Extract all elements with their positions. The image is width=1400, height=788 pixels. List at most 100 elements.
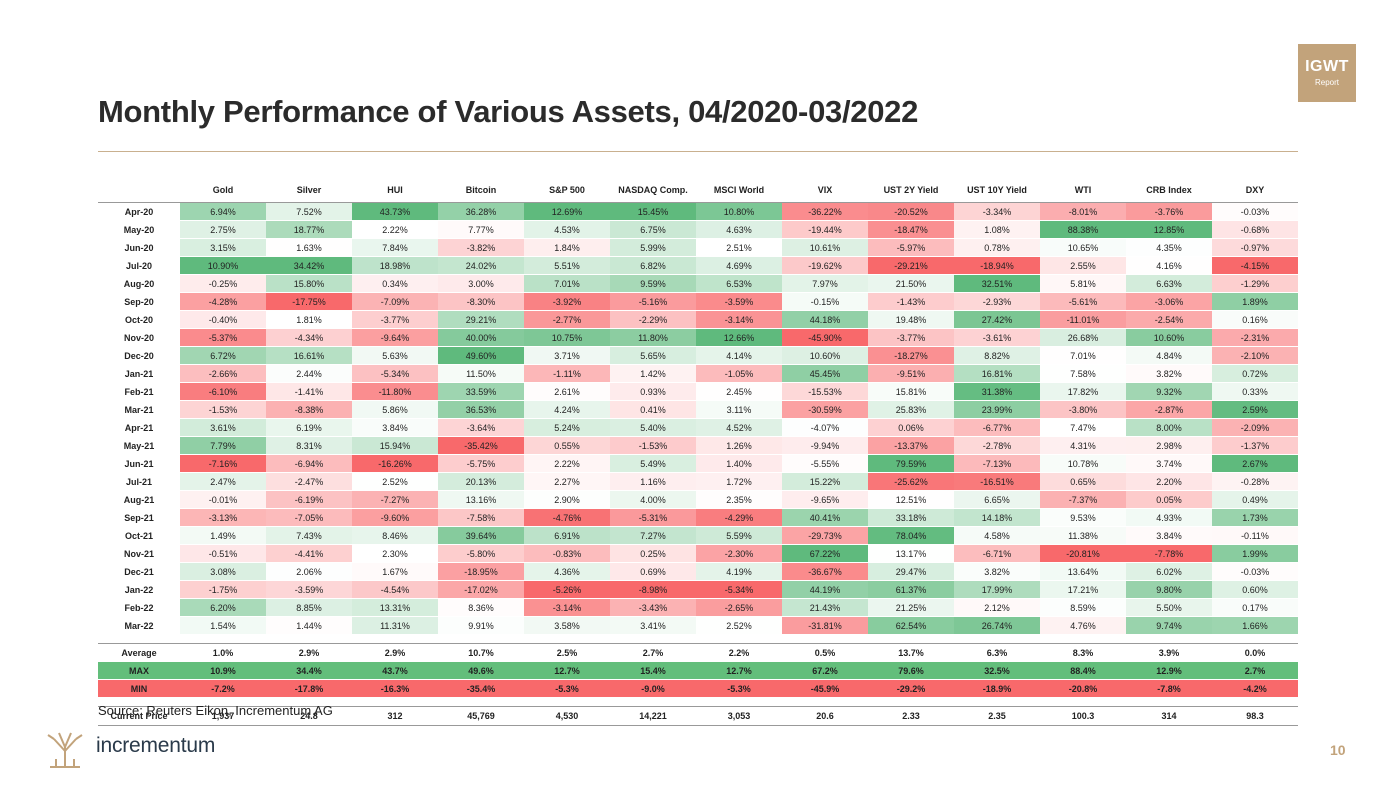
- table-cell: 10.65%: [1040, 238, 1126, 257]
- performance-table: Gold Silver HUI Bitcoin S&P 500 NASDAQ Comp. M…: [98, 178, 1298, 726]
- table-cell: -5.55%: [782, 454, 868, 473]
- spacer-cell: [352, 697, 438, 707]
- row-label: Oct-20: [98, 310, 180, 329]
- column-header: Gold: [180, 178, 266, 203]
- table-cell: 88.38%: [1040, 220, 1126, 239]
- table-cell: 2.30%: [352, 544, 438, 563]
- row-label: Jul-20: [98, 256, 180, 275]
- table-cell: -3.77%: [868, 328, 954, 347]
- table-cell: -5.31%: [610, 508, 696, 527]
- table-cell: -29.73%: [782, 526, 868, 545]
- table-cell: 7.52%: [266, 202, 352, 221]
- table-cell: 25.83%: [868, 400, 954, 419]
- current-price-cell: 2.35: [954, 706, 1040, 726]
- stat-cell: 15.4%: [610, 661, 696, 680]
- spacer-cell: [1040, 697, 1126, 707]
- table-cell: -1.41%: [266, 382, 352, 401]
- spacer-cell: [868, 634, 954, 644]
- table-cell: -0.97%: [1212, 238, 1298, 257]
- table-cell: 1.73%: [1212, 508, 1298, 527]
- table-cell: -8.98%: [610, 580, 696, 599]
- stat-cell: 3.9%: [1126, 643, 1212, 662]
- table-cell: -3.77%: [352, 310, 438, 329]
- table-cell: 67.22%: [782, 544, 868, 563]
- table-cell: -2.93%: [954, 292, 1040, 311]
- table-cell: -20.81%: [1040, 544, 1126, 563]
- table-cell: -16.26%: [352, 454, 438, 473]
- table-cell: -19.44%: [782, 220, 868, 239]
- table-cell: -4.54%: [352, 580, 438, 599]
- stat-cell: -7.2%: [180, 679, 266, 698]
- table-cell: -1.53%: [180, 400, 266, 419]
- column-header: VIX: [782, 178, 868, 203]
- table-cell: 0.33%: [1212, 382, 1298, 401]
- table-cell: 17.21%: [1040, 580, 1126, 599]
- spacer-cell: [954, 697, 1040, 707]
- table-cell: 1.63%: [266, 238, 352, 257]
- table-cell: -5.34%: [696, 580, 782, 599]
- table-cell: 4.31%: [1040, 436, 1126, 455]
- stat-cell: -17.8%: [266, 679, 352, 698]
- table-row: Jun-20 3.15% 1.63% 7.84% -3.82% 1.84% 5.99% 2.5…: [98, 238, 1298, 257]
- table-cell: 4.69%: [696, 256, 782, 275]
- table-cell: 34.42%: [266, 256, 352, 275]
- table-cell: 1.40%: [696, 454, 782, 473]
- table-cell: 16.81%: [954, 364, 1040, 383]
- table-cell: 17.82%: [1040, 382, 1126, 401]
- stat-cell: 10.7%: [438, 643, 524, 662]
- table-cell: -6.77%: [954, 418, 1040, 437]
- table-cell: 12.51%: [868, 490, 954, 509]
- row-label: Dec-21: [98, 562, 180, 581]
- table-cell: 4.84%: [1126, 346, 1212, 365]
- spacer-cell: [1212, 697, 1298, 707]
- table-cell: -4.07%: [782, 418, 868, 437]
- table-cell: 1.49%: [180, 526, 266, 545]
- stat-cell: -16.3%: [352, 679, 438, 698]
- table-cell: -8.38%: [266, 400, 352, 419]
- source-note: Source: Reuters Eikon, Incrementum AG: [98, 703, 333, 718]
- table-cell: 7.97%: [782, 274, 868, 293]
- table-row: Aug-20 -0.25% 15.80% 0.34% 3.00% 7.01% 9.59% 6.…: [98, 274, 1298, 293]
- table-cell: 24.02%: [438, 256, 524, 275]
- table-cell: 4.76%: [1040, 616, 1126, 635]
- table-cell: -5.37%: [180, 328, 266, 347]
- table-cell: -2.66%: [180, 364, 266, 383]
- table-cell: 2.22%: [352, 220, 438, 239]
- table-cell: -2.09%: [1212, 418, 1298, 437]
- table-cell: -5.75%: [438, 454, 524, 473]
- table-cell: 3.61%: [180, 418, 266, 437]
- table-cell: 5.40%: [610, 418, 696, 437]
- table-row: Dec-21 3.08% 2.06% 1.67% -18.95% 4.36% 0.69% 4.…: [98, 562, 1298, 581]
- stat-cell: 2.7%: [1212, 661, 1298, 680]
- current-price-cell: 3,053: [696, 706, 782, 726]
- table-cell: 8.46%: [352, 526, 438, 545]
- table-cell: 49.60%: [438, 346, 524, 365]
- table-cell: -18.47%: [868, 220, 954, 239]
- table-cell: -11.01%: [1040, 310, 1126, 329]
- table-cell: -4.28%: [180, 292, 266, 311]
- stat-cell: 13.7%: [868, 643, 954, 662]
- stat-label: Average: [98, 643, 180, 662]
- table-cell: 3.41%: [610, 616, 696, 635]
- table-cell: -20.52%: [868, 202, 954, 221]
- table-cell: 3.11%: [696, 400, 782, 419]
- table-cell: -3.92%: [524, 292, 610, 311]
- table-cell: 0.93%: [610, 382, 696, 401]
- table-cell: -15.53%: [782, 382, 868, 401]
- current-price-cell: 312: [352, 706, 438, 726]
- table-cell: 21.25%: [868, 598, 954, 617]
- incrementum-logo-text: incrementum: [96, 734, 216, 757]
- table-cell: 3.00%: [438, 274, 524, 293]
- stat-cell: 88.4%: [1040, 661, 1126, 680]
- table-cell: -3.14%: [524, 598, 610, 617]
- table-cell: 5.24%: [524, 418, 610, 437]
- row-label: Jan-22: [98, 580, 180, 599]
- table-cell: -30.59%: [782, 400, 868, 419]
- table-cell: -7.78%: [1126, 544, 1212, 563]
- column-header: NASDAQ Comp.: [610, 178, 696, 203]
- current-price-cell: 314: [1126, 706, 1212, 726]
- table-cell: -7.13%: [954, 454, 1040, 473]
- table-cell: 6.02%: [1126, 562, 1212, 581]
- table-cell: 0.05%: [1126, 490, 1212, 509]
- table-cell: 5.50%: [1126, 598, 1212, 617]
